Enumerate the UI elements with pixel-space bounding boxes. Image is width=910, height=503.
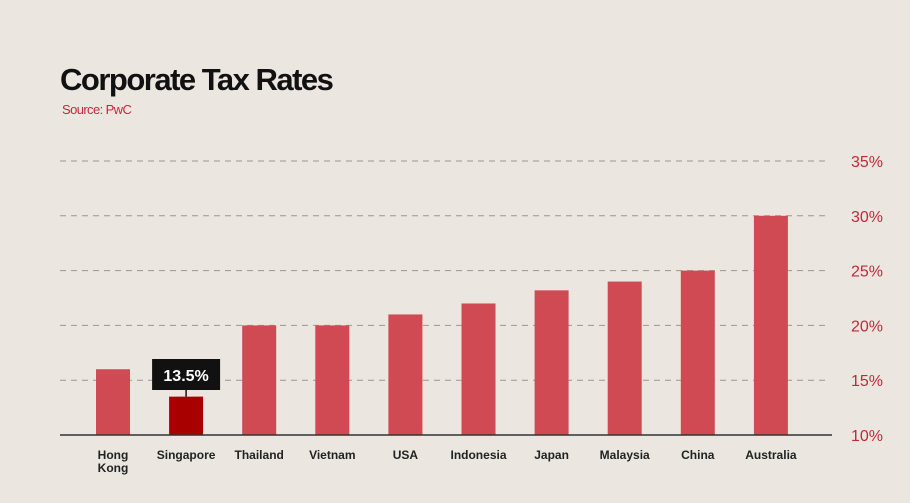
bar-thailand <box>242 325 277 435</box>
chart-source: Source: PwC <box>62 102 132 117</box>
x-tick-label: USA <box>393 448 419 462</box>
x-tick-label: China <box>681 448 715 462</box>
bar-singapore <box>169 396 204 435</box>
bar-china <box>680 270 715 435</box>
bar-japan <box>534 290 569 435</box>
bar-indonesia <box>461 303 496 435</box>
y-tick-label: 10% <box>851 428 883 445</box>
callout-box <box>152 359 221 390</box>
y-tick-label: 35% <box>851 154 883 171</box>
x-tick-label: Hong Kong <box>98 448 129 475</box>
x-tick-label: Thailand <box>235 448 284 462</box>
bar-usa <box>388 314 423 435</box>
chart-title: Corporate Tax Rates <box>60 62 334 97</box>
bar-hong-kong <box>96 369 130 435</box>
y-tick-label: 30% <box>851 209 883 226</box>
data-label: 13.5% <box>163 368 208 385</box>
bar-malaysia <box>607 281 642 435</box>
x-tick-label: Indonesia <box>450 448 506 462</box>
x-tick-label: Malaysia <box>600 448 650 462</box>
bar-australia <box>753 215 788 435</box>
x-tick-label: Vietnam <box>309 448 355 462</box>
y-tick-label: 20% <box>851 318 883 335</box>
x-tick-label: Singapore <box>157 448 216 462</box>
bar-vietnam <box>315 325 350 435</box>
y-tick-label: 15% <box>851 373 883 390</box>
x-tick-label: Australia <box>745 448 797 462</box>
y-tick-label: 25% <box>851 264 883 281</box>
x-tick-label: Japan <box>534 448 569 462</box>
